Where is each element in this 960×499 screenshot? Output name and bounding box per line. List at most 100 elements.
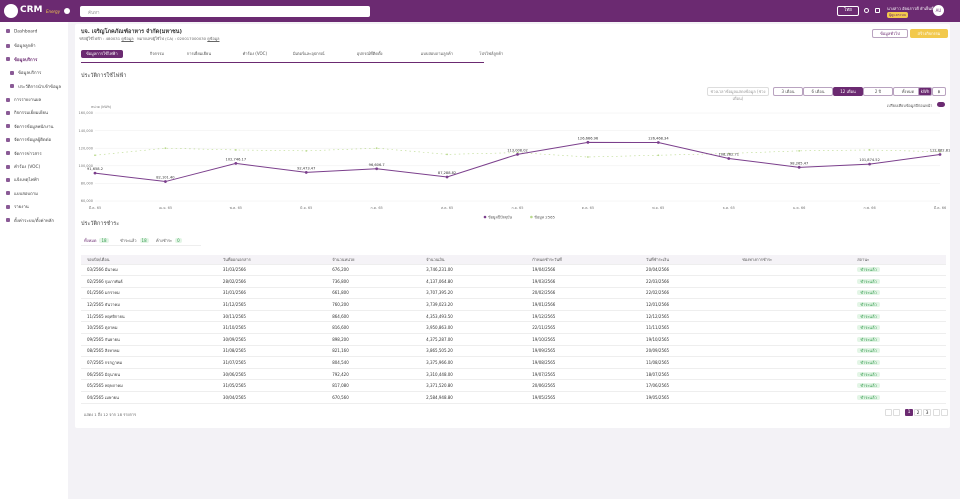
range-button[interactable]: 3 เดือน [773,87,803,96]
table-cell: ชำระแล้ว [851,391,946,404]
logo-mark [4,4,18,18]
table-cell: 821,160 [326,345,421,358]
table-cell: ชำระแล้ว [851,345,946,358]
range-button[interactable]: 2 ปี [863,87,893,96]
tab[interactable]: การเยี่ยมเยียน [186,51,212,56]
meta: รหัสผู้ใช้ไฟฟ้า : 480031 [79,36,121,41]
table-cell: 864,600 [326,310,421,323]
menu-icon [6,204,10,209]
table-cell: 10/2565 ตุลาคม [81,321,217,335]
menu-item[interactable]: ตั้งค่าระบบ/ตั้งค่าหลัก [6,217,54,224]
range-button[interactable]: 6 เดือน [803,87,833,96]
payment-table: รอบบิล/เดือน วันที่ออกเอกสาร จำนวนหน่วย จำน… [81,255,946,404]
range-select[interactable]: ช่วงเวลาข้อมูลแสดงข้อมูล (ช่วง เดือน) [707,87,769,101]
page-nav[interactable] [885,409,892,416]
menu-item[interactable]: รายงาน [6,203,29,210]
menu-item[interactable]: จัดการข้อมูลผู้ติดต่อ [6,136,51,143]
filter-tab[interactable]: ค้างชำระ 0 [156,237,182,244]
table-cell: 19/08/2565 [526,356,641,369]
link[interactable]: ดูข้อมูล [207,36,220,41]
collapse[interactable] [64,8,70,14]
tab[interactable]: โปรไฟล์ลูกค้า [479,51,504,56]
menu-item[interactable]: จัดการข่าวสาร [6,150,42,157]
column-header[interactable]: วันที่ออกเอกสาร [216,255,327,265]
column-header[interactable]: จำนวนเงิน [420,255,527,265]
x-tick-label: ก.พ. 66 [863,206,875,210]
table-cell: 09/2565 กันยายน [81,333,217,346]
table-cell: 22/11/2565 [526,321,641,335]
value-label: 126,468.34 [648,137,669,141]
page-nav[interactable] [893,409,900,416]
point [727,152,730,155]
filter-tab[interactable]: ชำระแล้ว 18 [120,237,149,244]
menu-item[interactable]: แบบสอบถาม [6,190,38,197]
column-header[interactable]: วันที่ชำระเงิน [640,255,737,265]
lang-button[interactable]: ไทย [837,6,859,16]
general-button[interactable]: ข้อมูลทั่วไป [872,29,908,38]
menu-item[interactable]: จัดการข้อมูลพนักงาน [6,123,53,130]
table-row: 12/2565 ธันวาคม 31/12/2565 760,200 3,739,02… [81,298,946,311]
table-cell [736,379,852,393]
menu-item[interactable]: กิจกรรมเยี่ยมเยียน [6,109,48,116]
filter-tab[interactable]: ทั้งหมด 18 [84,237,109,244]
tab[interactable]: มิเตอร์และอุปกรณ์ [293,51,325,56]
table-cell [736,275,852,288]
table-cell: 3,746,231.00 [420,264,527,277]
menu-item[interactable]: ข้อมูลบริการ [6,56,37,63]
table-row: 10/2565 ตุลาคม 31/10/2565 816,600 3,950,863… [81,321,946,335]
status-badge: ชำระแล้ว [857,313,880,319]
y-axis-title: หน่วย (kWh) [91,105,112,109]
avatar[interactable]: AU [933,5,944,16]
table-row: 06/2565 มิถุนายน 30/06/2565 792,420 3,310,4… [81,368,946,381]
table-cell: 3,707,395.20 [420,287,527,300]
tab[interactable]: อุปกรณ์ที่ติดตั้ง [356,51,383,56]
logo: CRM [20,5,43,15]
page-button[interactable]: 2 [914,409,922,416]
page-button[interactable]: 3 [923,409,931,416]
value-label: 82,101.40 [156,176,175,180]
menu-item[interactable]: แจ้งเหตุไฟฟ้า [6,176,39,183]
menu-label: คำร้อง (VOC) [14,165,41,170]
tab[interactable]: คำร้อง (VOC) [242,51,268,56]
view-button[interactable]: ฿ [932,87,946,96]
menu-item[interactable]: Dashboard [6,29,37,35]
search[interactable]: ค้นหา [80,6,370,17]
compare-toggle[interactable] [937,102,945,107]
menu-item[interactable]: การรายงานผล [6,96,41,103]
menu-icon [6,124,10,129]
view-button[interactable]: kWh [918,87,932,96]
tab[interactable]: กิจกรรม [149,51,165,56]
menu-item[interactable]: ข้อมูลลูกค้า [6,42,36,49]
column-header[interactable]: สถานะ [851,255,946,265]
point [164,147,167,150]
menu-item[interactable]: ข้อมูลบริการ [10,69,41,76]
page-button[interactable]: 1 [905,409,913,416]
create-button[interactable]: สร้างกิจกรรม [910,29,948,38]
link[interactable]: ดูข้อมูล [121,36,134,41]
settings-icon[interactable] [864,8,869,13]
table-cell: 31/08/2565 [216,345,327,358]
column-header[interactable]: กำหนดชำระวันที่ [526,255,641,265]
tab[interactable]: ข้อมูลการใช้ไฟฟ้า [81,50,123,58]
point [516,152,519,156]
range-button[interactable]: 12 เดือน [833,87,863,96]
page-nav[interactable] [933,409,940,416]
column-header[interactable]: รอบบิล/เดือน [81,255,217,265]
menu-item[interactable]: ประวัติการนำเข้าข้อมูล [10,83,61,90]
menu-item[interactable]: คำร้อง (VOC) [6,163,40,170]
table-cell: ชำระแล้ว [851,287,946,300]
value-label: 101,874.52 [859,158,880,162]
table-row: 09/2565 กันยายน 30/09/2565 898,200 4,375,28… [81,333,946,346]
page-nav[interactable] [941,409,948,416]
table-cell: 4,353,493.50 [420,310,527,323]
table-cell: 04/2565 เมษายน [81,391,217,404]
menu-icon [6,218,10,223]
column-header[interactable]: ช่องทางการชำระ [736,255,852,265]
tab[interactable]: แบบสอบถามลูกค้า [420,51,453,56]
user-name: นางสาว อัจฉราวดี ยำเย็นดี [887,6,934,11]
bell-icon[interactable] [875,8,880,13]
customer-meta: รหัสผู้ใช้ไฟฟ้า : 480031 ดูข้อมูล หมายเล… [79,36,219,42]
table-row: 03/2566 มีนาคม 31/03/2566 676,200 3,746,231… [81,264,946,277]
menu-icon [6,137,10,142]
column-header[interactable]: จำนวนหน่วย [326,255,421,265]
